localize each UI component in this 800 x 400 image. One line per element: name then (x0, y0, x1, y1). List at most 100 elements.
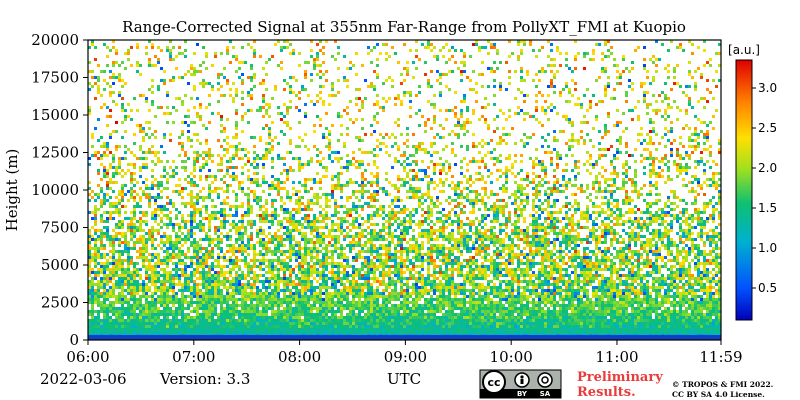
heatmap-cell (166, 262, 169, 265)
heatmap-cell (535, 331, 538, 334)
heatmap-cell (460, 319, 463, 322)
heatmap-cell (205, 316, 208, 319)
heatmap-cell (568, 259, 571, 262)
heatmap-cell (670, 283, 673, 286)
heatmap-cell (100, 304, 103, 307)
heatmap-cell (361, 289, 364, 292)
heatmap-cell (349, 289, 352, 292)
heatmap-cell (214, 310, 217, 313)
heatmap-cell (388, 313, 391, 316)
heatmap-cell (220, 295, 223, 298)
heatmap-cell (472, 307, 475, 310)
heatmap-cell (109, 280, 112, 283)
heatmap-cell (139, 316, 142, 319)
heatmap-cell (88, 256, 91, 259)
heatmap-cell (586, 265, 589, 268)
heatmap-cell (328, 319, 331, 322)
heatmap-cell (91, 268, 94, 271)
heatmap-cell (406, 286, 409, 289)
heatmap-cell (91, 325, 94, 328)
heatmap-cell (442, 316, 445, 319)
heatmap-cell (142, 313, 145, 316)
heatmap-cell (697, 316, 700, 319)
heatmap-cell (244, 274, 247, 277)
heatmap-cell (490, 265, 493, 268)
heatmap-cell (508, 313, 511, 316)
heatmap-cell (112, 292, 115, 295)
heatmap-cell (112, 259, 115, 262)
heatmap-cell (112, 274, 115, 277)
heatmap-cell (382, 322, 385, 325)
heatmap-cell (706, 313, 709, 316)
heatmap-cell (703, 313, 706, 316)
heatmap-cell (457, 298, 460, 301)
heatmap-cell (382, 271, 385, 274)
heatmap-cell (436, 286, 439, 289)
heatmap-cell (241, 319, 244, 322)
heatmap-cell (292, 292, 295, 295)
heatmap-cell (649, 307, 652, 310)
heatmap-cell (115, 328, 118, 331)
heatmap-cell (595, 286, 598, 289)
heatmap-cell (487, 331, 490, 334)
heatmap-cell (562, 304, 565, 307)
heatmap-cell (367, 313, 370, 316)
heatmap-cell (601, 295, 604, 298)
heatmap-cell (670, 313, 673, 316)
heatmap-cell (637, 259, 640, 262)
heatmap-cell (460, 268, 463, 271)
heatmap-cell (322, 325, 325, 328)
heatmap-cell (244, 313, 247, 316)
heatmap-cell (613, 313, 616, 316)
heatmap-cell (619, 319, 622, 322)
heatmap-cell (433, 280, 436, 283)
heatmap-cell (271, 283, 274, 286)
heatmap-cell (196, 331, 199, 334)
heatmap-cell (463, 319, 466, 322)
heatmap-cell (337, 274, 340, 277)
heatmap-cell (679, 262, 682, 265)
heatmap-cell (145, 301, 148, 304)
heatmap-cell (175, 262, 178, 265)
heatmap-cell (514, 316, 517, 319)
heatmap-cell (586, 283, 589, 286)
heatmap-cell (550, 289, 553, 292)
heatmap-cell (610, 283, 613, 286)
heatmap-cell (664, 283, 667, 286)
heatmap-cell (244, 316, 247, 319)
heatmap-cell (166, 304, 169, 307)
heatmap-cell (595, 292, 598, 295)
heatmap-cell (196, 283, 199, 286)
heatmap-cell (442, 307, 445, 310)
heatmap-cell (667, 322, 670, 325)
heatmap-cell (454, 301, 457, 304)
heatmap-cell (310, 307, 313, 310)
heatmap-cell (517, 316, 520, 319)
heatmap-cell (457, 328, 460, 331)
heatmap-cell (634, 307, 637, 310)
heatmap-cell (511, 289, 514, 292)
heatmap-cell (493, 283, 496, 286)
heatmap-cell (400, 277, 403, 280)
heatmap-cell (193, 262, 196, 265)
heatmap-cell (421, 319, 424, 322)
heatmap-cell (358, 298, 361, 301)
heatmap-cell (193, 325, 196, 328)
heatmap-cell (241, 304, 244, 307)
heatmap-cell (343, 268, 346, 271)
heatmap-cell (718, 319, 721, 322)
heatmap-cell (145, 283, 148, 286)
heatmap-cell (709, 313, 712, 316)
heatmap-cell (238, 268, 241, 271)
heatmap-cell (433, 316, 436, 319)
heatmap-cell (94, 265, 97, 268)
heatmap-cell (652, 304, 655, 307)
heatmap-cell (184, 313, 187, 316)
heatmap-cell (409, 295, 412, 298)
heatmap-cell (175, 307, 178, 310)
heatmap-cell (100, 307, 103, 310)
heatmap-cell (247, 286, 250, 289)
heatmap-cell (412, 322, 415, 325)
heatmap-cell (298, 280, 301, 283)
heatmap-cell (496, 316, 499, 319)
